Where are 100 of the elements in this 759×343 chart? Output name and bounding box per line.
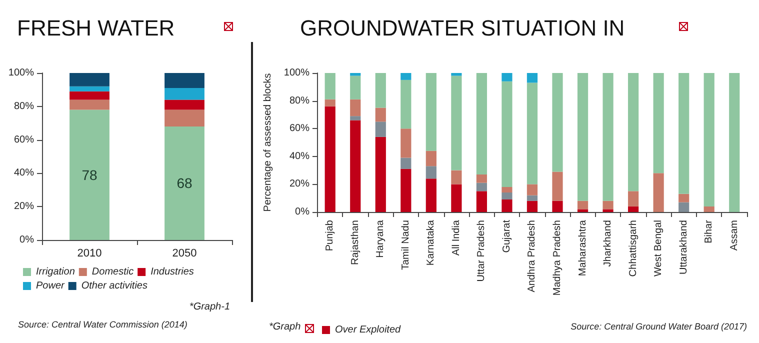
bar <box>502 73 512 82</box>
data-label: 68 <box>176 175 192 192</box>
source-note: Source: Central Ground Water Board (2017) <box>570 322 748 332</box>
x-tick-label: Gujarat <box>501 220 512 253</box>
x-tick-label: West Bengal <box>653 220 664 277</box>
bar <box>451 76 462 170</box>
bar <box>602 200 614 210</box>
legend-label: Over Exploited <box>335 324 402 336</box>
bar <box>426 166 436 179</box>
legend-label: Power <box>36 280 66 292</box>
bar <box>164 88 204 100</box>
x-tick-label: Andhra Pradesh <box>526 220 538 292</box>
bar <box>400 80 412 129</box>
x-tick-label: Bihar <box>704 219 715 244</box>
bar <box>350 73 361 76</box>
x-tick-label: Punjab <box>324 220 336 252</box>
y-tick-label: 20% <box>289 178 310 190</box>
bar <box>426 73 436 151</box>
bar <box>451 73 462 76</box>
bar <box>628 191 639 206</box>
bar <box>552 200 563 212</box>
y-tick-label: 60% <box>14 134 34 146</box>
x-tick-label: Assam <box>728 220 740 251</box>
x-tick-label: Tamil Nadu <box>400 220 412 270</box>
bar <box>653 173 664 212</box>
bar <box>602 209 614 212</box>
bar <box>324 73 336 100</box>
bar <box>476 182 488 192</box>
x-tick-label: Uttarakhand <box>678 220 690 274</box>
y-tick-label: 0% <box>295 206 310 218</box>
x-tick-label: Maharashtra <box>577 220 588 276</box>
bar <box>70 100 110 110</box>
bar <box>628 206 639 212</box>
bar <box>628 73 639 192</box>
bar <box>552 172 563 201</box>
bar <box>400 158 412 169</box>
y-tick-label: 40% <box>14 168 34 179</box>
bar <box>400 128 412 158</box>
bar <box>602 73 614 201</box>
y-tick-label: 20% <box>14 201 34 212</box>
bar <box>164 73 204 88</box>
bar <box>350 120 361 212</box>
bar <box>526 184 538 196</box>
bar <box>350 76 361 100</box>
legend-label: Industries <box>150 266 194 278</box>
bar <box>526 200 538 212</box>
bar <box>451 184 462 212</box>
bar <box>324 106 336 212</box>
bar <box>451 170 462 184</box>
y-tick-label: 100% <box>8 68 34 78</box>
bar <box>502 192 512 200</box>
y-tick-label: 80% <box>289 95 310 106</box>
bar <box>678 194 690 202</box>
y-tick-label: 80% <box>14 100 34 112</box>
bar <box>375 73 386 108</box>
bar <box>526 195 538 201</box>
x-tick-label: Karnataka <box>426 220 437 266</box>
chart-title: FRESH WATER <box>17 16 175 40</box>
bar <box>653 73 664 174</box>
x-tick-label: Rajasthan <box>350 220 361 266</box>
bar <box>375 136 386 212</box>
x-tick-label: 2010 <box>77 248 102 260</box>
bar <box>324 99 336 106</box>
y-tick-label: 100% <box>284 68 310 78</box>
bar <box>426 150 436 166</box>
x-tick-label: Madhya Pradesh <box>552 220 564 296</box>
bar <box>375 108 386 122</box>
source-note: Source: Central Water Commission (2014) <box>18 320 188 330</box>
x-tick-label: 2050 <box>172 248 197 260</box>
bar <box>70 91 110 100</box>
bar <box>375 122 386 137</box>
bar <box>350 116 361 120</box>
x-tick-label: Uttar Pradesh <box>476 220 488 282</box>
y-tick-label: 60% <box>289 123 310 134</box>
bar <box>678 202 690 212</box>
bar <box>552 73 563 172</box>
bar <box>577 200 588 210</box>
chart-title: GROUNDWATER SITUATION IN <box>300 16 625 40</box>
bar <box>476 174 488 183</box>
y-tick-label: 0% <box>20 234 34 246</box>
bar <box>502 81 512 187</box>
bar <box>704 73 714 206</box>
bar <box>426 178 436 212</box>
bar <box>476 191 488 212</box>
legend-label: Other activities <box>81 280 148 292</box>
bar <box>400 168 412 212</box>
bar <box>577 209 588 212</box>
bar <box>164 126 204 240</box>
text: *Graph-1 <box>189 302 230 312</box>
bar <box>70 110 110 240</box>
bar <box>729 73 740 212</box>
bar <box>704 206 714 212</box>
bar <box>164 100 204 110</box>
legend-label: Irrigation <box>36 266 76 278</box>
bar <box>678 73 690 194</box>
bar <box>577 73 588 201</box>
y-tick-label: 40% <box>289 150 310 162</box>
bar <box>502 186 512 193</box>
bar <box>70 86 110 92</box>
bar <box>350 99 361 116</box>
